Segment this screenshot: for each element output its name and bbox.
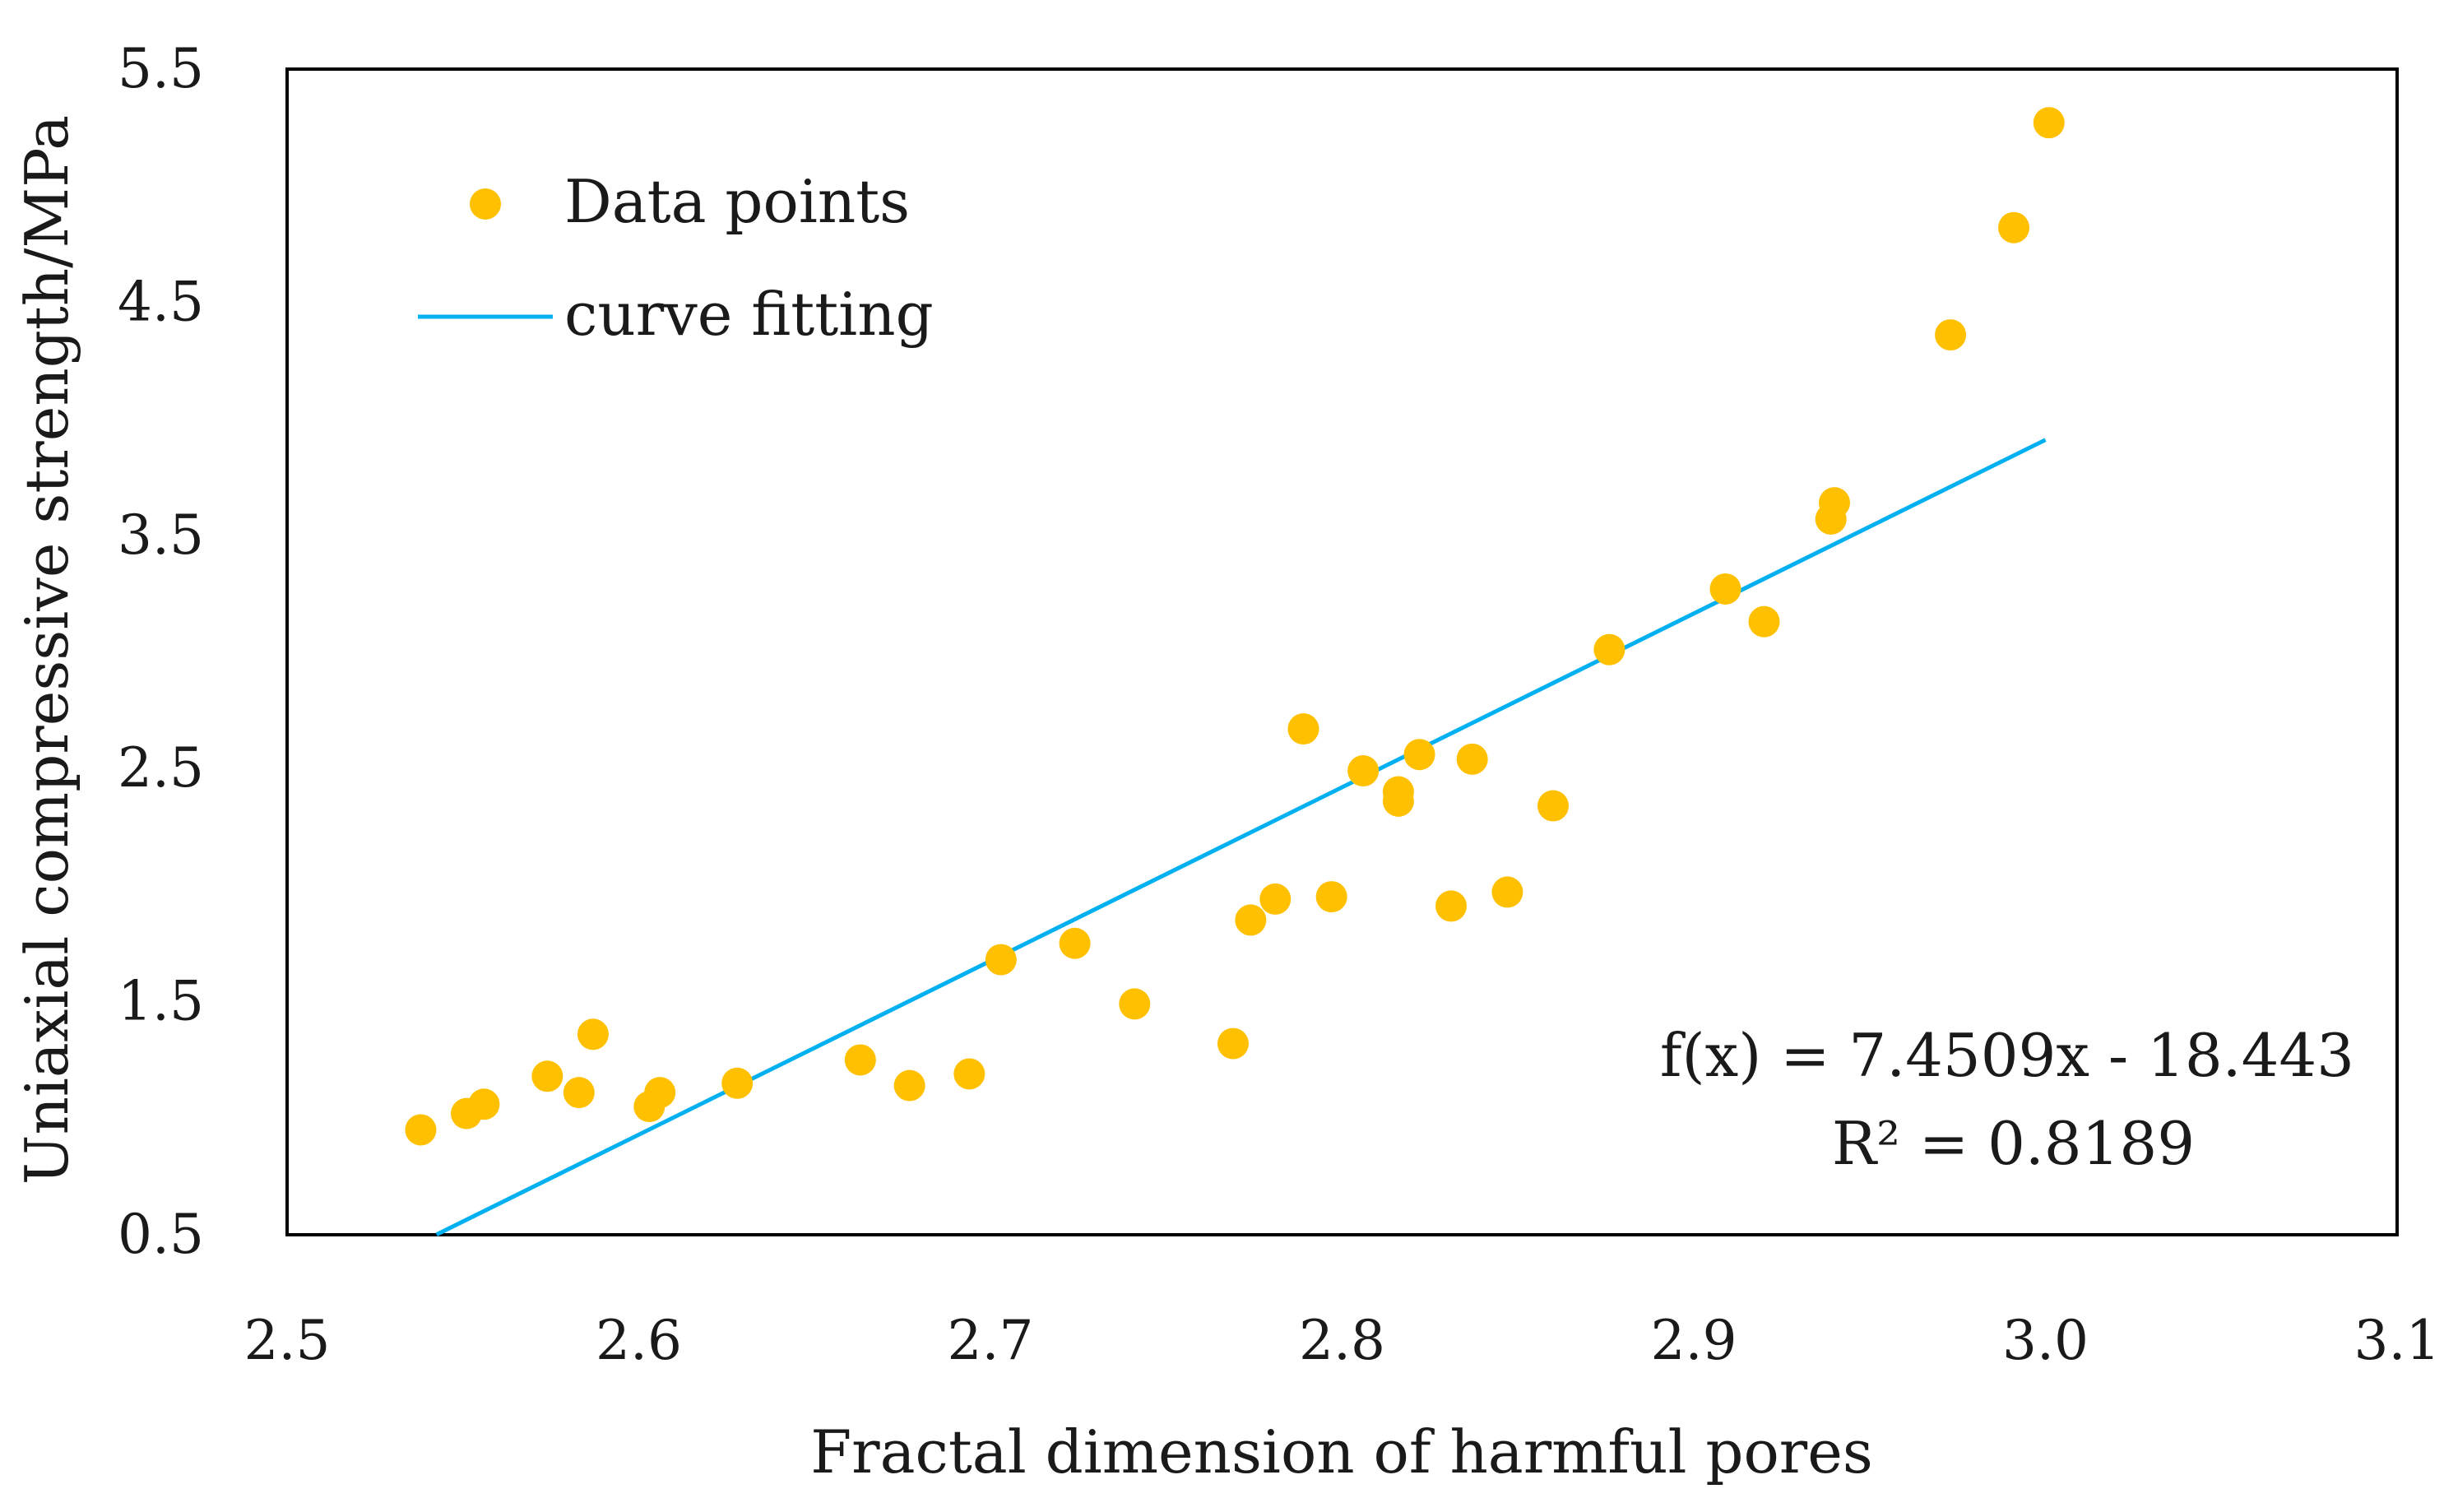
data-point-3 [468, 1088, 500, 1120]
x-tick-label-2.5: 2.5 [244, 1309, 331, 1372]
x-tick-label-2.6: 2.6 [596, 1309, 682, 1372]
legend-marker-data-points [470, 188, 501, 220]
data-point-36 [2033, 107, 2065, 139]
data-point-11 [893, 1069, 925, 1102]
data-point-12 [953, 1058, 985, 1090]
x-tick-label-2.8: 2.8 [1299, 1309, 1385, 1372]
data-point-17 [1235, 904, 1267, 936]
y-tick-labels: 0.5 1.5 2.5 3.5 4.5 5.5 [118, 37, 204, 1266]
data-point-14 [1059, 927, 1091, 959]
data-point-15 [1119, 988, 1151, 1020]
x-axis-title: Fractal dimension of harmful pores [810, 1417, 1873, 1486]
data-point-13 [985, 944, 1017, 976]
y-tick-label-5.5: 5.5 [118, 37, 204, 100]
data-point-1 [405, 1114, 437, 1146]
data-point-24 [1403, 739, 1435, 771]
y-tick-label-4.5: 4.5 [118, 270, 204, 333]
data-point-35 [1998, 211, 2030, 243]
data-point-29 [1593, 633, 1625, 666]
plot-frame [285, 67, 2399, 1236]
x-tick-labels: 2.5 2.6 2.7 2.8 2.9 3.0 3.1 [244, 1309, 2441, 1372]
data-point-33 [1819, 487, 1850, 519]
data-point-23 [1382, 785, 1414, 817]
data-point-34 [1935, 319, 1967, 351]
data-point-6 [577, 1018, 609, 1051]
data-point-28 [1537, 790, 1569, 822]
data-point-5 [563, 1077, 595, 1109]
y-tick-label-2.5: 2.5 [118, 736, 204, 800]
x-tick-label-2.9: 2.9 [1651, 1309, 1737, 1372]
y-tick-label-3.5: 3.5 [118, 503, 204, 567]
data-point-20 [1315, 881, 1347, 913]
x-tick-label-3.0: 3.0 [2002, 1309, 2089, 1372]
data-point-26 [1456, 743, 1488, 775]
y-tick-label-0.5: 0.5 [118, 1203, 204, 1266]
data-point-9 [721, 1067, 754, 1099]
legend: Data points curve fitting [418, 167, 934, 349]
y-axis-title: Uniaxial compressive strength/MPa [12, 115, 81, 1185]
x-tick-label-2.7: 2.7 [948, 1309, 1034, 1372]
data-point-30 [1709, 573, 1741, 605]
data-point-31 [1748, 605, 1780, 638]
x-tick-label-3.1: 3.1 [2354, 1309, 2441, 1372]
data-point-16 [1217, 1027, 1249, 1060]
fit-layer [435, 438, 2047, 1236]
data-point-8 [644, 1077, 676, 1109]
data-point-10 [844, 1044, 876, 1076]
data-point-25 [1435, 890, 1468, 922]
data-point-27 [1491, 876, 1523, 908]
legend-label-data-points: Data points [564, 167, 910, 236]
data-point-19 [1287, 713, 1319, 745]
fit-equation: f(x) = 7.4509x - 18.443 [1660, 1021, 2354, 1090]
data-point-21 [1347, 755, 1380, 787]
fit-line [435, 438, 2047, 1236]
data-point-18 [1259, 883, 1292, 915]
legend-label-curve-fitting: curve fitting [564, 280, 934, 349]
data-point-4 [531, 1060, 563, 1092]
y-tick-label-1.5: 1.5 [118, 970, 204, 1033]
r-squared: R² = 0.8189 [1832, 1109, 2195, 1178]
points-layer [405, 107, 2065, 1146]
